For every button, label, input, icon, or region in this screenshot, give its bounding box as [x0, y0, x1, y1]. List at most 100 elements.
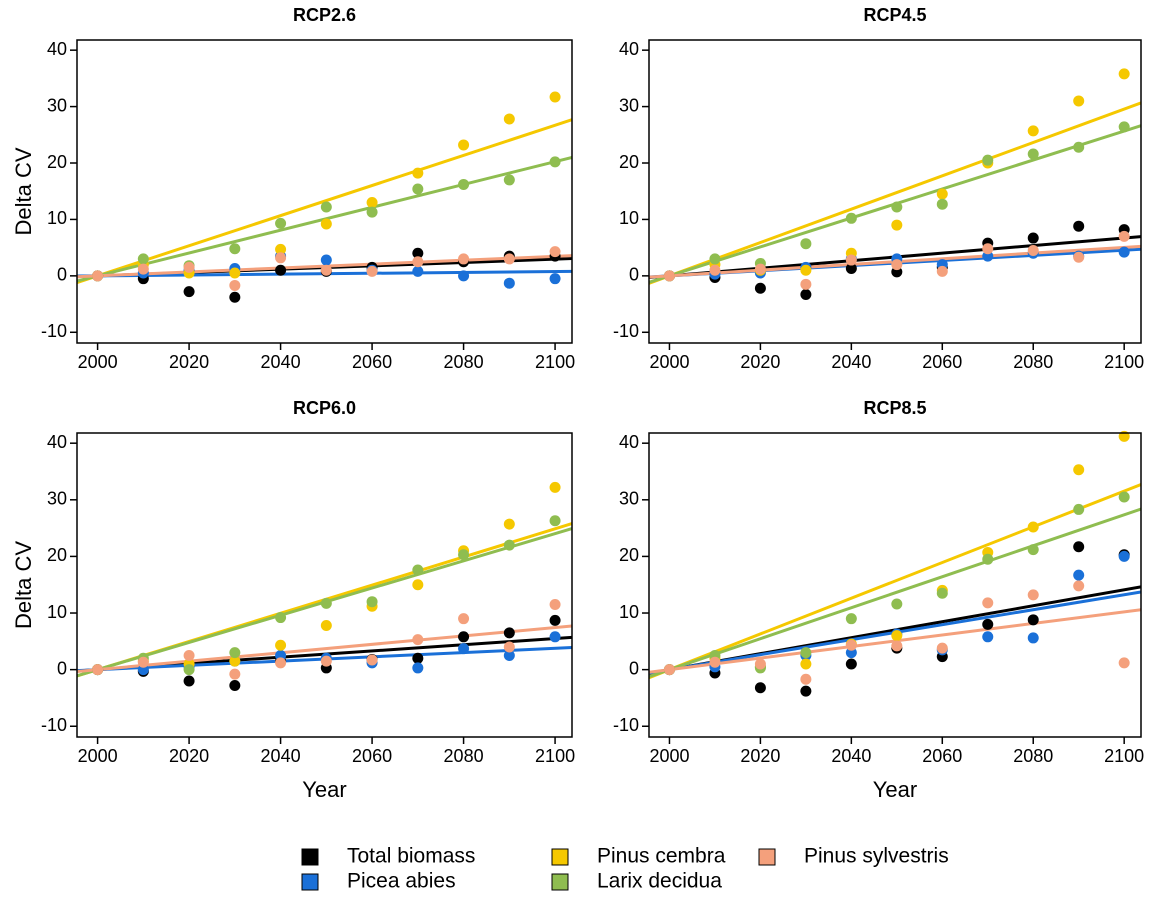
point	[800, 288, 812, 300]
x-tick-label: 2040	[261, 746, 301, 766]
x-tick-label: 2060	[922, 746, 962, 766]
point	[503, 641, 515, 653]
point	[1073, 141, 1085, 153]
point	[982, 154, 994, 166]
point	[458, 178, 470, 190]
point	[1118, 550, 1130, 562]
point	[320, 619, 332, 631]
y-tick-label: 20	[619, 545, 639, 565]
legend-swatch	[301, 848, 319, 866]
point	[1027, 232, 1039, 244]
legend-label: Picea abies	[347, 870, 456, 893]
y-tick-label: 0	[629, 265, 639, 285]
y-tick-label: 40	[47, 432, 67, 452]
point	[800, 238, 812, 250]
legend-swatch	[551, 873, 569, 891]
point	[549, 273, 561, 285]
y-tick-label: 10	[47, 208, 67, 228]
x-tick-label: 2020	[169, 746, 209, 766]
point	[458, 253, 470, 265]
point	[800, 673, 812, 685]
point	[845, 254, 857, 266]
y-tick-label: 10	[619, 208, 639, 228]
x-tick-label: 2060	[922, 352, 962, 372]
point	[137, 253, 149, 265]
point	[1073, 541, 1085, 553]
point	[458, 613, 470, 625]
point	[275, 612, 287, 624]
point	[366, 654, 378, 666]
x-axis-label: Year	[873, 777, 917, 802]
x-tick-label: 2040	[261, 352, 301, 372]
point	[936, 265, 948, 277]
point	[1073, 569, 1085, 581]
point	[183, 675, 195, 687]
point	[275, 243, 287, 255]
point	[458, 631, 470, 643]
fit-line	[649, 483, 1141, 680]
y-tick-label: 20	[47, 152, 67, 172]
point	[183, 261, 195, 273]
point	[275, 657, 287, 669]
point	[800, 264, 812, 276]
x-tick-label: 2040	[831, 746, 871, 766]
point	[412, 564, 424, 576]
x-tick-label: 2100	[1104, 746, 1144, 766]
y-axis-label: Delta CV	[11, 147, 36, 235]
point	[1118, 121, 1130, 133]
point	[1118, 491, 1130, 503]
point	[229, 655, 241, 667]
point	[412, 183, 424, 195]
x-tick-label: 2100	[1104, 352, 1144, 372]
point	[503, 649, 515, 661]
plot-frame	[648, 432, 1142, 738]
plot-frame	[76, 39, 573, 344]
point	[1027, 125, 1039, 137]
point	[549, 246, 561, 258]
panel: RCP2.6 2000 2020 2040 2060 2080 2100 -10 0 10 20 30…	[11, 5, 575, 372]
point	[503, 253, 515, 265]
x-tick-label: 2000	[649, 746, 689, 766]
y-tick-label: 30	[47, 489, 67, 509]
point	[1118, 230, 1130, 242]
point	[503, 539, 515, 551]
point	[137, 656, 149, 668]
point	[412, 265, 424, 277]
point	[458, 643, 470, 655]
y-tick-label: 20	[47, 545, 67, 565]
point	[845, 212, 857, 224]
point	[1073, 251, 1085, 263]
point	[412, 167, 424, 179]
y-tick-label: 40	[619, 432, 639, 452]
point	[229, 668, 241, 680]
point	[663, 270, 675, 282]
point	[412, 634, 424, 646]
x-tick-label: 2080	[1013, 352, 1053, 372]
panel-title: RCP2.6	[293, 5, 356, 25]
point	[936, 587, 948, 599]
point	[891, 219, 903, 231]
y-axis-label: Delta CV	[11, 541, 36, 629]
panel-title: RCP6.0	[293, 398, 356, 418]
y-tick-label: -10	[613, 715, 639, 735]
legend-label: Pinus sylvestris	[804, 845, 949, 868]
x-tick-label: 2100	[535, 352, 575, 372]
point	[982, 597, 994, 609]
point	[137, 263, 149, 275]
point	[320, 218, 332, 230]
point	[800, 278, 812, 290]
point	[412, 662, 424, 674]
fit-line	[77, 118, 572, 285]
point	[366, 197, 378, 209]
point	[366, 206, 378, 218]
point	[1027, 544, 1039, 556]
point	[1073, 464, 1085, 476]
point	[412, 579, 424, 591]
point	[800, 658, 812, 670]
point	[183, 649, 195, 661]
point	[845, 613, 857, 625]
x-tick-label: 2080	[444, 352, 484, 372]
point	[229, 243, 241, 255]
point	[503, 113, 515, 125]
point	[229, 679, 241, 691]
